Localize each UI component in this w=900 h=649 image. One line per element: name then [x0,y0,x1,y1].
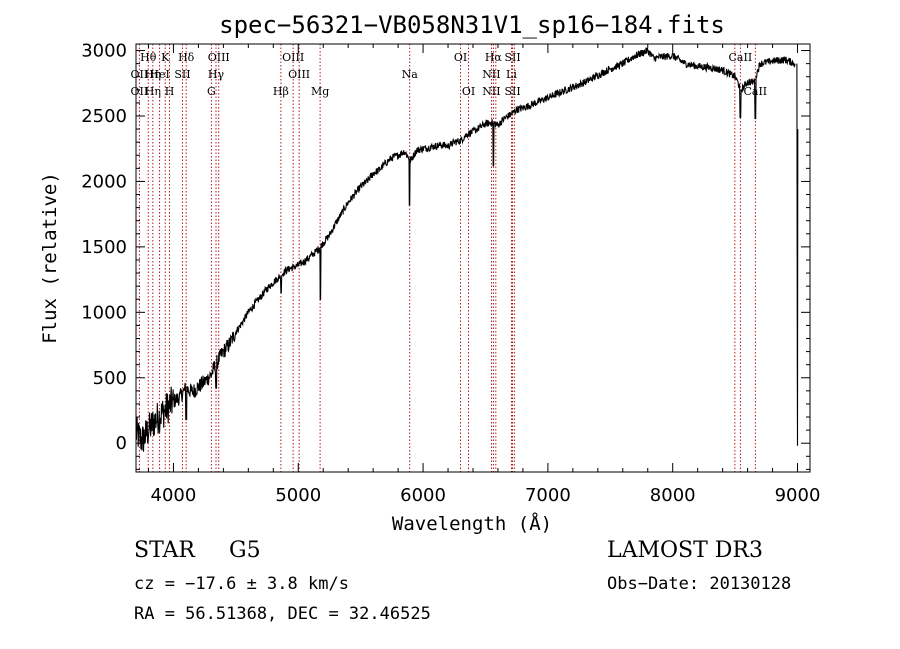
line-marker-label: OIII [288,68,310,81]
y-tick-label: 1500 [81,237,127,258]
sky-coordinates: RA = 56.51368, DEC = 32.46525 [134,604,431,624]
spectrum-line [135,47,796,452]
line-marker-label: SII [504,51,520,64]
spectrum-end-spike [796,63,799,446]
line-marker-label: Mg [311,85,329,98]
line-marker-label: Hα [485,51,503,64]
observation-date: Obs−Date: 20130128 [607,574,792,594]
x-tick-label: 6000 [400,485,446,506]
plot-frame [135,43,811,473]
x-tick-label: 5000 [275,485,321,506]
emission-line-labels: OIIOIIHθHηHηHeIKHSIIHδGHγOIIIHβOIIIOIIIM… [131,51,768,98]
y-axis-label: Flux (relative) [39,172,61,344]
line-marker-label: G [207,85,216,98]
line-marker-label: CaII [743,85,767,98]
redshift-cz: cz = −17.6 ± 3.8 km/s [134,574,349,594]
line-marker-label: HeI [149,68,169,81]
x-tick-label: 4000 [151,485,197,506]
line-marker-label: Li [506,68,517,81]
line-marker-label: OIII [282,51,304,64]
chart-title: spec−56321−VB058N31V1_sp16−184.fits [219,11,725,39]
line-marker-label: OI [462,85,475,98]
x-tick-label: 8000 [650,485,696,506]
line-marker-label: OII [131,85,149,98]
emission-line-markers [138,44,756,472]
y-tick-label: 2000 [81,171,127,192]
plot-axes: 4000 5000 6000 7000 8000 9000 0 500 1000 1500 2000… [81,41,820,506]
line-marker-label: Hγ [208,68,225,81]
x-tick-label: 7000 [525,485,571,506]
line-marker-label: Hβ [273,85,289,98]
line-marker-label: Hδ [178,51,195,64]
line-marker-label: SII [174,68,190,81]
survey-name: LAMOST DR3 [607,538,763,563]
y-tick-label: 0 [116,433,127,454]
line-marker-label: K [161,51,170,64]
y-tick-label: 2500 [81,106,127,127]
line-marker-label: Hη [145,85,161,98]
line-marker-label: OIII [208,51,230,64]
y-tick-label: 3000 [81,41,127,62]
line-marker-label: H [165,85,175,98]
classification: STAR G5 [134,538,261,563]
line-marker-label: NII [482,85,500,98]
line-marker-label: SII [504,85,520,98]
line-marker-label: Hθ [140,51,157,64]
line-marker-label: OII [131,68,149,81]
line-marker-label: Hη [145,68,161,81]
y-tick-label: 1000 [81,302,127,323]
x-tick-label: 9000 [775,485,821,506]
object-subclass: G5 [229,538,261,563]
y-tick-label: 500 [93,368,127,389]
x-axis-label: Wavelength (Å) [392,512,552,535]
line-marker-label: CaII [729,51,753,64]
line-marker-label: OI [454,51,467,64]
line-marker-label: NII [482,68,500,81]
object-class: STAR [134,538,195,563]
line-marker-label: Na [402,68,419,81]
